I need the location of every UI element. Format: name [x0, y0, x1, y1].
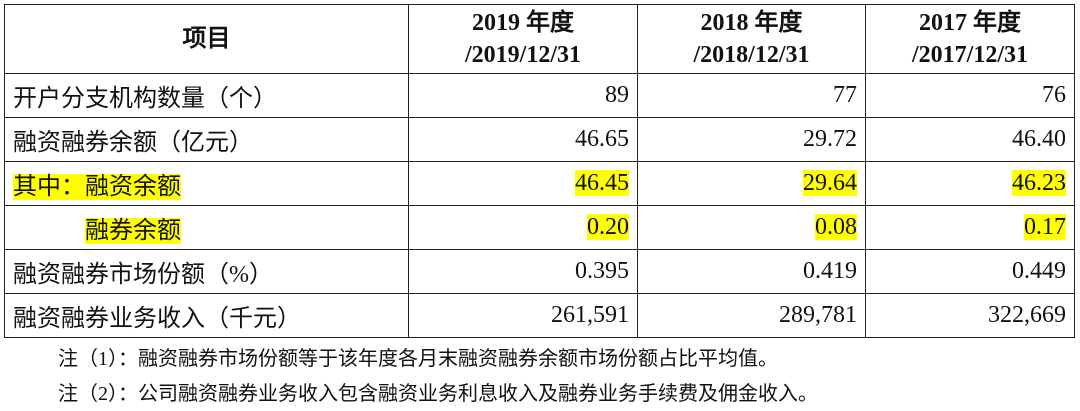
row-label: 融资融券业务收入（千元） — [13, 306, 301, 332]
header-line: 2018 年度 — [700, 10, 803, 36]
value-cell: 29.72 — [637, 117, 866, 162]
cell-value: 322,669 — [988, 302, 1066, 328]
cell-value: 0.17 — [1024, 214, 1066, 240]
header-line: 2017 年度 — [919, 10, 1021, 36]
value-cell: 0.17 — [865, 205, 1075, 250]
label-cell: 其中：融资余额 — [4, 161, 409, 206]
header-line: 项目 — [182, 26, 231, 52]
header-cell: 2018 年度/2018/12/31 — [637, 4, 866, 74]
note: 注（2）：公司融资融券业务收入包含融资业务利息收入及融券业务手续费及佣金收入。 — [58, 383, 818, 405]
cell-value: 46.45 — [575, 170, 629, 196]
value-cell: 0.395 — [408, 249, 638, 294]
value-cell: 322,669 — [865, 293, 1075, 338]
table-row: 融资融券业务收入（千元） 261,591 289,781 322,669 — [4, 293, 1075, 338]
table-row: 融资融券市场份额（%） 0.395 0.419 0.449 — [4, 249, 1075, 294]
header-line: /2018/12/31 — [693, 42, 810, 68]
note: 注（1）：融资融券市场份额等于该年度各月末融资融券余额市场份额占比平均值。 — [58, 348, 778, 370]
value-cell: 46.23 — [865, 161, 1075, 206]
data-table: 项目 2019 年度/2019/12/31 2018 年度/2018/12/31 20… — [4, 4, 1075, 338]
value-cell: 0.20 — [408, 205, 638, 250]
cell-value: 76 — [1042, 82, 1066, 108]
cell-value: 77 — [833, 82, 857, 108]
value-cell: 46.45 — [408, 161, 638, 206]
row-label: 开户分支机构数量（个） — [13, 86, 277, 112]
header-row: 项目 2019 年度/2019/12/31 2018 年度/2018/12/31 20… — [4, 4, 1075, 74]
cell-value: 0.20 — [587, 214, 629, 240]
value-cell: 289,781 — [637, 293, 866, 338]
value-cell: 0.449 — [865, 249, 1075, 294]
cell-value: 46.40 — [1012, 126, 1066, 152]
cell-value: 29.64 — [803, 170, 857, 196]
table-row: 融资融券余额（亿元） 46.65 29.72 46.40 — [4, 117, 1075, 162]
cell-value: 29.72 — [803, 126, 857, 152]
value-cell: 46.40 — [865, 117, 1075, 162]
row-label: 其中：融资余额 — [13, 174, 181, 200]
value-cell: 46.65 — [408, 117, 638, 162]
header-cell: 项目 — [4, 4, 409, 74]
header-line: 2019 年度 — [472, 10, 574, 36]
cell-value: 46.23 — [1012, 170, 1066, 196]
cell-value: 0.419 — [803, 258, 857, 284]
value-cell: 0.08 — [637, 205, 866, 250]
cell-value: 0.449 — [1012, 258, 1066, 284]
table-row: 融券余额 0.20 0.08 0.17 — [4, 205, 1075, 250]
label-cell: 融资融券余额（亿元） — [4, 117, 409, 162]
row-label: 融资融券市场份额（%） — [13, 262, 273, 288]
header-cell: 2019 年度/2019/12/31 — [408, 4, 638, 74]
row-label: 融券余额 — [85, 218, 181, 244]
header-line: /2017/12/31 — [911, 42, 1028, 68]
label-cell: 开户分支机构数量（个） — [4, 73, 409, 118]
label-cell: 融券余额 — [4, 205, 409, 250]
cell-value: 289,781 — [779, 302, 857, 328]
header-line: /2019/12/31 — [464, 42, 581, 68]
label-cell: 融资融券业务收入（千元） — [4, 293, 409, 338]
table-row: 开户分支机构数量（个） 89 77 76 — [4, 73, 1075, 118]
value-cell: 29.64 — [637, 161, 866, 206]
cell-value: 0.395 — [575, 258, 629, 284]
value-cell: 76 — [865, 73, 1075, 118]
value-cell: 261,591 — [408, 293, 638, 338]
value-cell: 0.419 — [637, 249, 866, 294]
label-cell: 融资融券市场份额（%） — [4, 249, 409, 294]
cell-value: 89 — [605, 82, 629, 108]
cell-value: 46.65 — [575, 126, 629, 152]
value-cell: 89 — [408, 73, 638, 118]
table-row: 其中：融资余额 46.45 29.64 46.23 — [4, 161, 1075, 206]
cell-value: 0.08 — [815, 214, 857, 240]
cell-value: 261,591 — [551, 302, 629, 328]
row-label: 融资融券余额（亿元） — [13, 130, 253, 156]
header-cell: 2017 年度/2017/12/31 — [865, 4, 1075, 74]
value-cell: 77 — [637, 73, 866, 118]
